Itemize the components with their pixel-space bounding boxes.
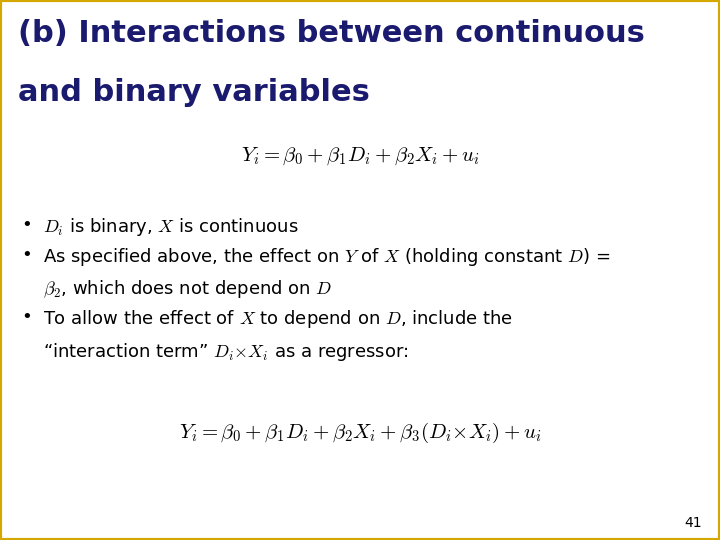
Text: 41: 41 (685, 516, 702, 530)
Text: •: • (22, 246, 32, 264)
Text: $D_i$ is binary, $X$ is continuous: $D_i$ is binary, $X$ is continuous (43, 216, 299, 238)
Text: As specified above, the effect on $Y$ of $X$ (holding constant $D$) =: As specified above, the effect on $Y$ of… (43, 246, 611, 268)
Text: and binary variables: and binary variables (18, 78, 370, 107)
Text: $Y_i = \beta_0 + \beta_1 D_i + \beta_2 X_i + \beta_3(D_i{\times} X_i) + u_i$: $Y_i = \beta_0 + \beta_1 D_i + \beta_2 X… (179, 421, 541, 445)
Text: (b) Interactions between continuous: (b) Interactions between continuous (18, 19, 645, 48)
Text: •: • (22, 216, 32, 234)
Text: To allow the effect of $X$ to depend on $D$, include the: To allow the effect of $X$ to depend on … (43, 308, 513, 330)
Text: “interaction term” $D_i{\times} X_i$ as a regressor:: “interaction term” $D_i{\times} X_i$ as … (43, 341, 409, 363)
Text: $Y_i = \beta_0 + \beta_1 D_i + \beta_2 X_i + u_i$: $Y_i = \beta_0 + \beta_1 D_i + \beta_2 X… (240, 146, 480, 167)
Text: •: • (22, 308, 32, 326)
Text: $\beta_2$, which does not depend on $D$: $\beta_2$, which does not depend on $D$ (43, 278, 333, 300)
